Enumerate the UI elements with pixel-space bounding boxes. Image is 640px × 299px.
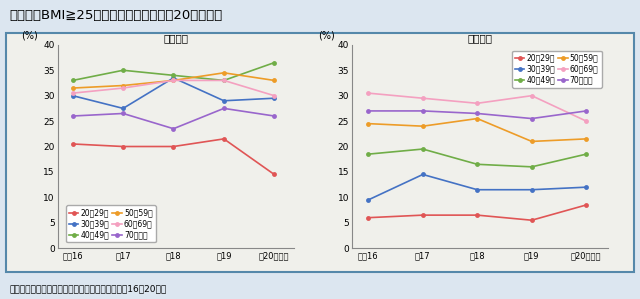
Y-axis label: (%): (%) (318, 31, 335, 41)
Text: 肥満者（BMI≧25）の割合の年次推移（20歳以上）: 肥満者（BMI≧25）の割合の年次推移（20歳以上） (10, 9, 223, 22)
Y-axis label: (%): (%) (21, 31, 38, 41)
Legend: 20〜29歳, 30〜39歳, 40〜49歳, 50〜59歳, 60〜69歳, 70歳以上: 20〜29歳, 30〜39歳, 40〜49歳, 50〜59歳, 60〜69歳, … (66, 205, 156, 242)
Title: 「男性」: 「男性」 (163, 33, 189, 43)
Text: 資料：厚生労働省「国民健康・栄養調査」（平成16～20年）: 資料：厚生労働省「国民健康・栄養調査」（平成16～20年） (10, 284, 167, 293)
Legend: 20〜29歳, 30〜39歳, 40〜49歳, 50〜59歳, 60〜69歳, 70歳以上: 20〜29歳, 30〜39歳, 40〜49歳, 50〜59歳, 60〜69歳, … (512, 51, 602, 88)
Title: 「女性」: 「女性」 (467, 33, 493, 43)
